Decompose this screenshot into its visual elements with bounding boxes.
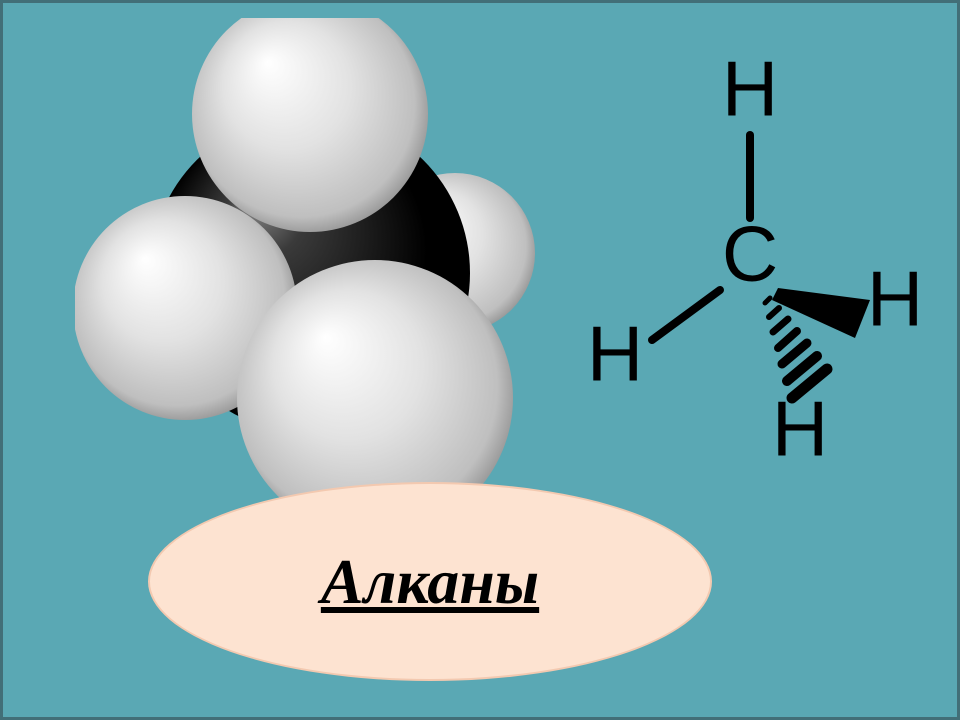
title-text: Алканы <box>321 545 539 619</box>
atom-label-h-bottom: H <box>772 385 828 470</box>
slide-stage: Алканы CHHHH <box>0 0 960 720</box>
structural-formula: CHHHH <box>560 40 940 470</box>
bond-line <box>765 298 770 303</box>
bond-line <box>769 308 779 317</box>
bond-line <box>773 319 788 332</box>
bond-line <box>652 290 720 340</box>
atom-label-h-left: H <box>587 310 643 398</box>
atom-label-c: C <box>722 210 778 298</box>
title-ellipse: Алканы <box>148 482 712 681</box>
molecule-3d <box>75 18 545 518</box>
atom-label-h-top: H <box>722 45 778 133</box>
bond-wedge-solid <box>772 288 870 338</box>
atom-label-h-right: H <box>867 255 923 343</box>
bond-line <box>778 331 797 348</box>
